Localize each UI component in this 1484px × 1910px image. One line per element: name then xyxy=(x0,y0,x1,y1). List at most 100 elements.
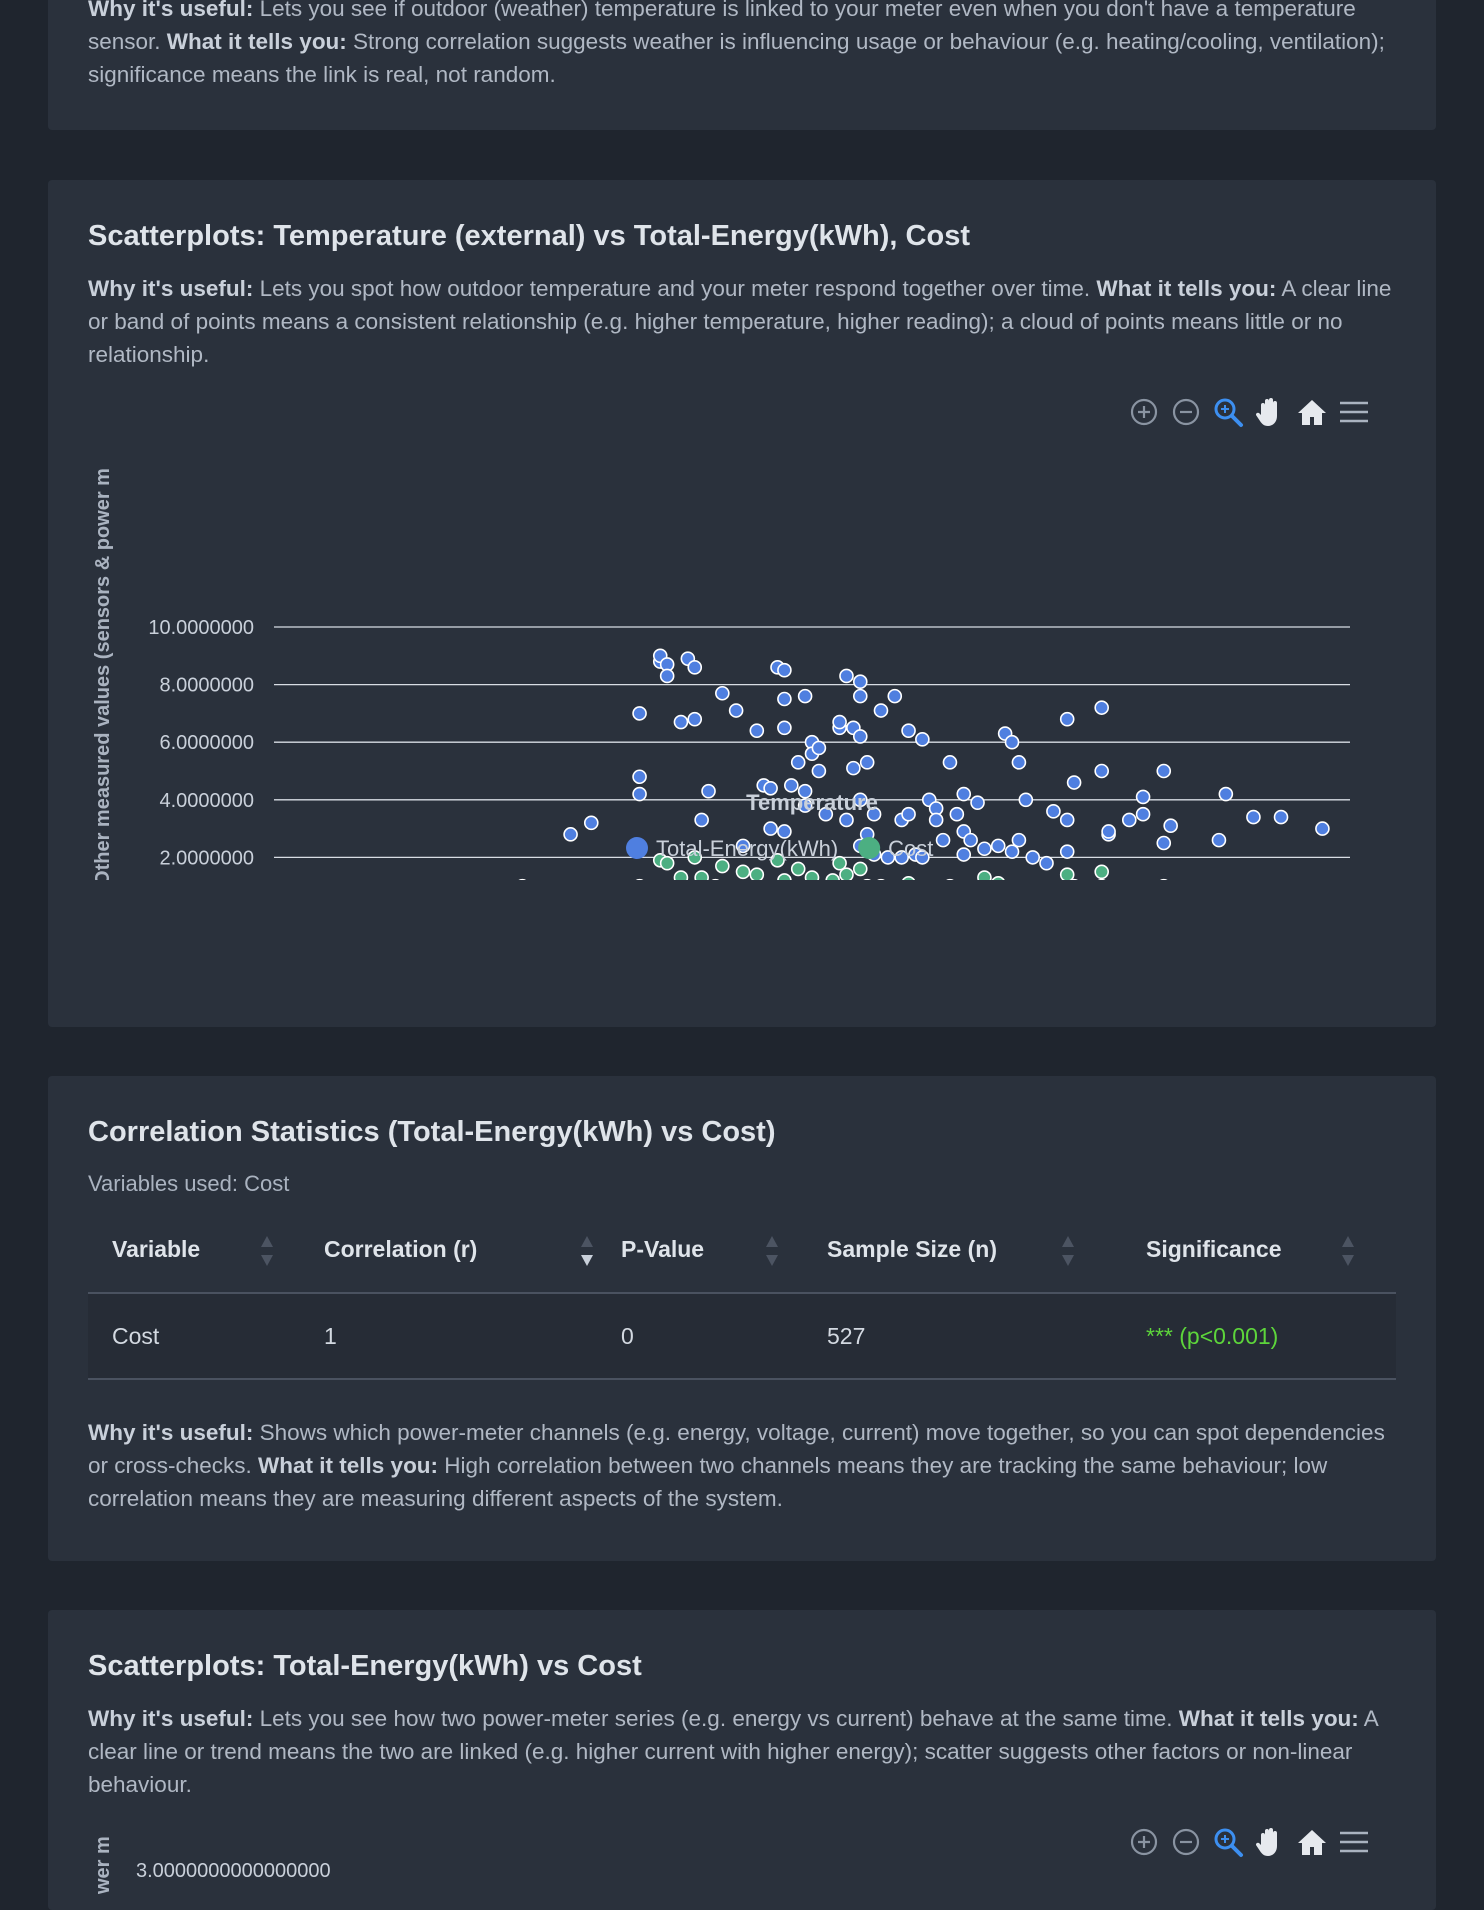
energy-point[interactable] xyxy=(778,721,791,734)
energy-point[interactable] xyxy=(833,716,846,729)
energy-point[interactable] xyxy=(1316,822,1329,835)
energy-point[interactable] xyxy=(688,661,701,674)
cost-point[interactable] xyxy=(902,877,915,880)
energy-point[interactable] xyxy=(854,675,867,688)
energy-point[interactable] xyxy=(1212,834,1225,847)
energy-point[interactable] xyxy=(812,741,825,754)
energy-point[interactable] xyxy=(564,828,577,841)
energy-point[interactable] xyxy=(992,839,1005,852)
energy-point[interactable] xyxy=(1061,713,1074,726)
energy-point[interactable] xyxy=(750,724,763,737)
col-header-pvalue[interactable]: P-Value xyxy=(597,1206,803,1293)
energy-point[interactable] xyxy=(778,664,791,677)
legend-item-energy[interactable]: Total-Energy(kWh) xyxy=(626,836,838,861)
cost-point[interactable] xyxy=(978,871,991,880)
energy-point[interactable] xyxy=(964,834,977,847)
pan-hand-icon[interactable] xyxy=(1254,1826,1286,1858)
energy-point[interactable] xyxy=(943,756,956,769)
energy-point[interactable] xyxy=(888,690,901,703)
cost-point[interactable] xyxy=(778,874,791,880)
zoom-select-icon[interactable] xyxy=(1212,1826,1244,1858)
menu-icon[interactable] xyxy=(1338,1826,1370,1858)
energy-point[interactable] xyxy=(702,785,715,798)
energy-point[interactable] xyxy=(1123,813,1136,826)
energy-point[interactable] xyxy=(840,669,853,682)
energy-point[interactable] xyxy=(1157,765,1170,778)
cost-point[interactable] xyxy=(750,868,763,880)
energy-point[interactable] xyxy=(688,713,701,726)
cost-point[interactable] xyxy=(1095,865,1108,878)
cost-point[interactable] xyxy=(826,874,839,880)
energy-point[interactable] xyxy=(792,756,805,769)
energy-point[interactable] xyxy=(1137,808,1150,821)
col-header-significance[interactable]: Significance xyxy=(1122,1206,1396,1293)
energy-point[interactable] xyxy=(764,822,777,835)
energy-point[interactable] xyxy=(1068,776,1081,789)
cost-point[interactable] xyxy=(792,862,805,875)
energy-point[interactable] xyxy=(971,796,984,809)
energy-point[interactable] xyxy=(1157,837,1170,850)
energy-point[interactable] xyxy=(633,770,646,783)
energy-point[interactable] xyxy=(1006,736,1019,749)
energy-point[interactable] xyxy=(1095,701,1108,714)
col-header-correlation[interactable]: Correlation (r) xyxy=(300,1206,597,1293)
energy-point[interactable] xyxy=(585,816,598,829)
energy-point[interactable] xyxy=(930,813,943,826)
energy-point[interactable] xyxy=(1006,845,1019,858)
scatter-chart[interactable]: Other measured values (sensors & power m… xyxy=(48,380,1436,880)
energy-point[interactable] xyxy=(661,669,674,682)
home-reset-icon[interactable] xyxy=(1296,1826,1328,1858)
col-header-variable[interactable]: Variable xyxy=(88,1206,300,1293)
energy-point[interactable] xyxy=(695,813,708,826)
energy-point[interactable] xyxy=(633,707,646,720)
energy-point[interactable] xyxy=(633,788,646,801)
energy-point[interactable] xyxy=(812,765,825,778)
cost-point[interactable] xyxy=(806,871,819,880)
energy-point[interactable] xyxy=(916,733,929,746)
energy-point[interactable] xyxy=(950,808,963,821)
energy-point[interactable] xyxy=(902,808,915,821)
energy-point[interactable] xyxy=(957,788,970,801)
energy-point[interactable] xyxy=(902,724,915,737)
energy-point[interactable] xyxy=(1012,834,1025,847)
energy-point[interactable] xyxy=(847,762,860,775)
energy-point[interactable] xyxy=(1275,811,1288,824)
zoom-out-icon[interactable] xyxy=(1170,1826,1202,1858)
energy-point[interactable] xyxy=(1019,793,1032,806)
energy-point[interactable] xyxy=(799,690,812,703)
energy-point[interactable] xyxy=(1219,788,1232,801)
cost-point[interactable] xyxy=(695,871,708,880)
energy-point[interactable] xyxy=(1047,805,1060,818)
energy-point[interactable] xyxy=(674,716,687,729)
cost-point[interactable] xyxy=(674,871,687,880)
energy-point[interactable] xyxy=(937,834,950,847)
energy-point[interactable] xyxy=(854,730,867,743)
energy-point[interactable] xyxy=(1137,790,1150,803)
energy-point[interactable] xyxy=(854,690,867,703)
zoom-in-icon[interactable] xyxy=(1128,1826,1160,1858)
energy-point[interactable] xyxy=(1061,845,1074,858)
energy-point[interactable] xyxy=(957,848,970,861)
cost-point[interactable] xyxy=(992,877,1005,880)
energy-point[interactable] xyxy=(1164,819,1177,832)
cost-point[interactable] xyxy=(716,860,729,873)
energy-point[interactable] xyxy=(716,687,729,700)
energy-point[interactable] xyxy=(1247,811,1260,824)
energy-point[interactable] xyxy=(1040,857,1053,870)
energy-point[interactable] xyxy=(1061,813,1074,826)
energy-point[interactable] xyxy=(861,756,874,769)
energy-point[interactable] xyxy=(1012,756,1025,769)
energy-point[interactable] xyxy=(840,813,853,826)
cost-point[interactable] xyxy=(1061,868,1074,880)
energy-point[interactable] xyxy=(778,693,791,706)
energy-point[interactable] xyxy=(730,704,743,717)
energy-point[interactable] xyxy=(874,704,887,717)
energy-point[interactable] xyxy=(1026,851,1039,864)
legend-item-cost[interactable]: Cost xyxy=(858,836,933,861)
energy-point[interactable] xyxy=(1095,765,1108,778)
cost-point[interactable] xyxy=(737,865,750,878)
energy-point[interactable] xyxy=(978,842,991,855)
cost-point[interactable] xyxy=(840,868,853,880)
energy-point[interactable] xyxy=(1102,825,1115,838)
cost-point[interactable] xyxy=(854,862,867,875)
